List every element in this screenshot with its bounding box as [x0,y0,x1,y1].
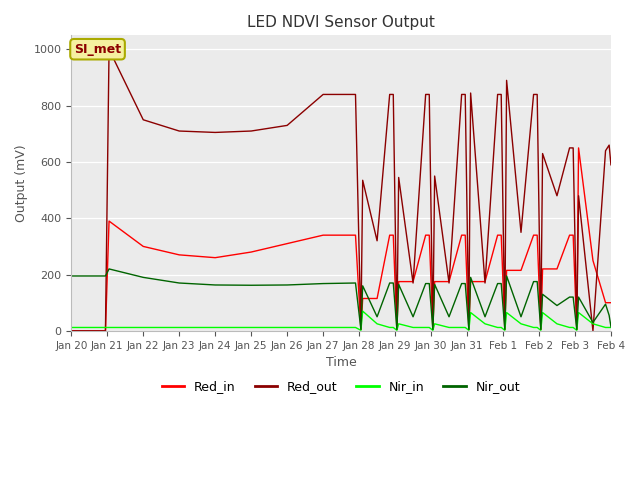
Title: LED NDVI Sensor Output: LED NDVI Sensor Output [247,15,435,30]
Text: SI_met: SI_met [74,43,121,56]
X-axis label: Time: Time [326,356,356,369]
Legend: Red_in, Red_out, Nir_in, Nir_out: Red_in, Red_out, Nir_in, Nir_out [157,375,525,398]
Y-axis label: Output (mV): Output (mV) [15,144,28,222]
